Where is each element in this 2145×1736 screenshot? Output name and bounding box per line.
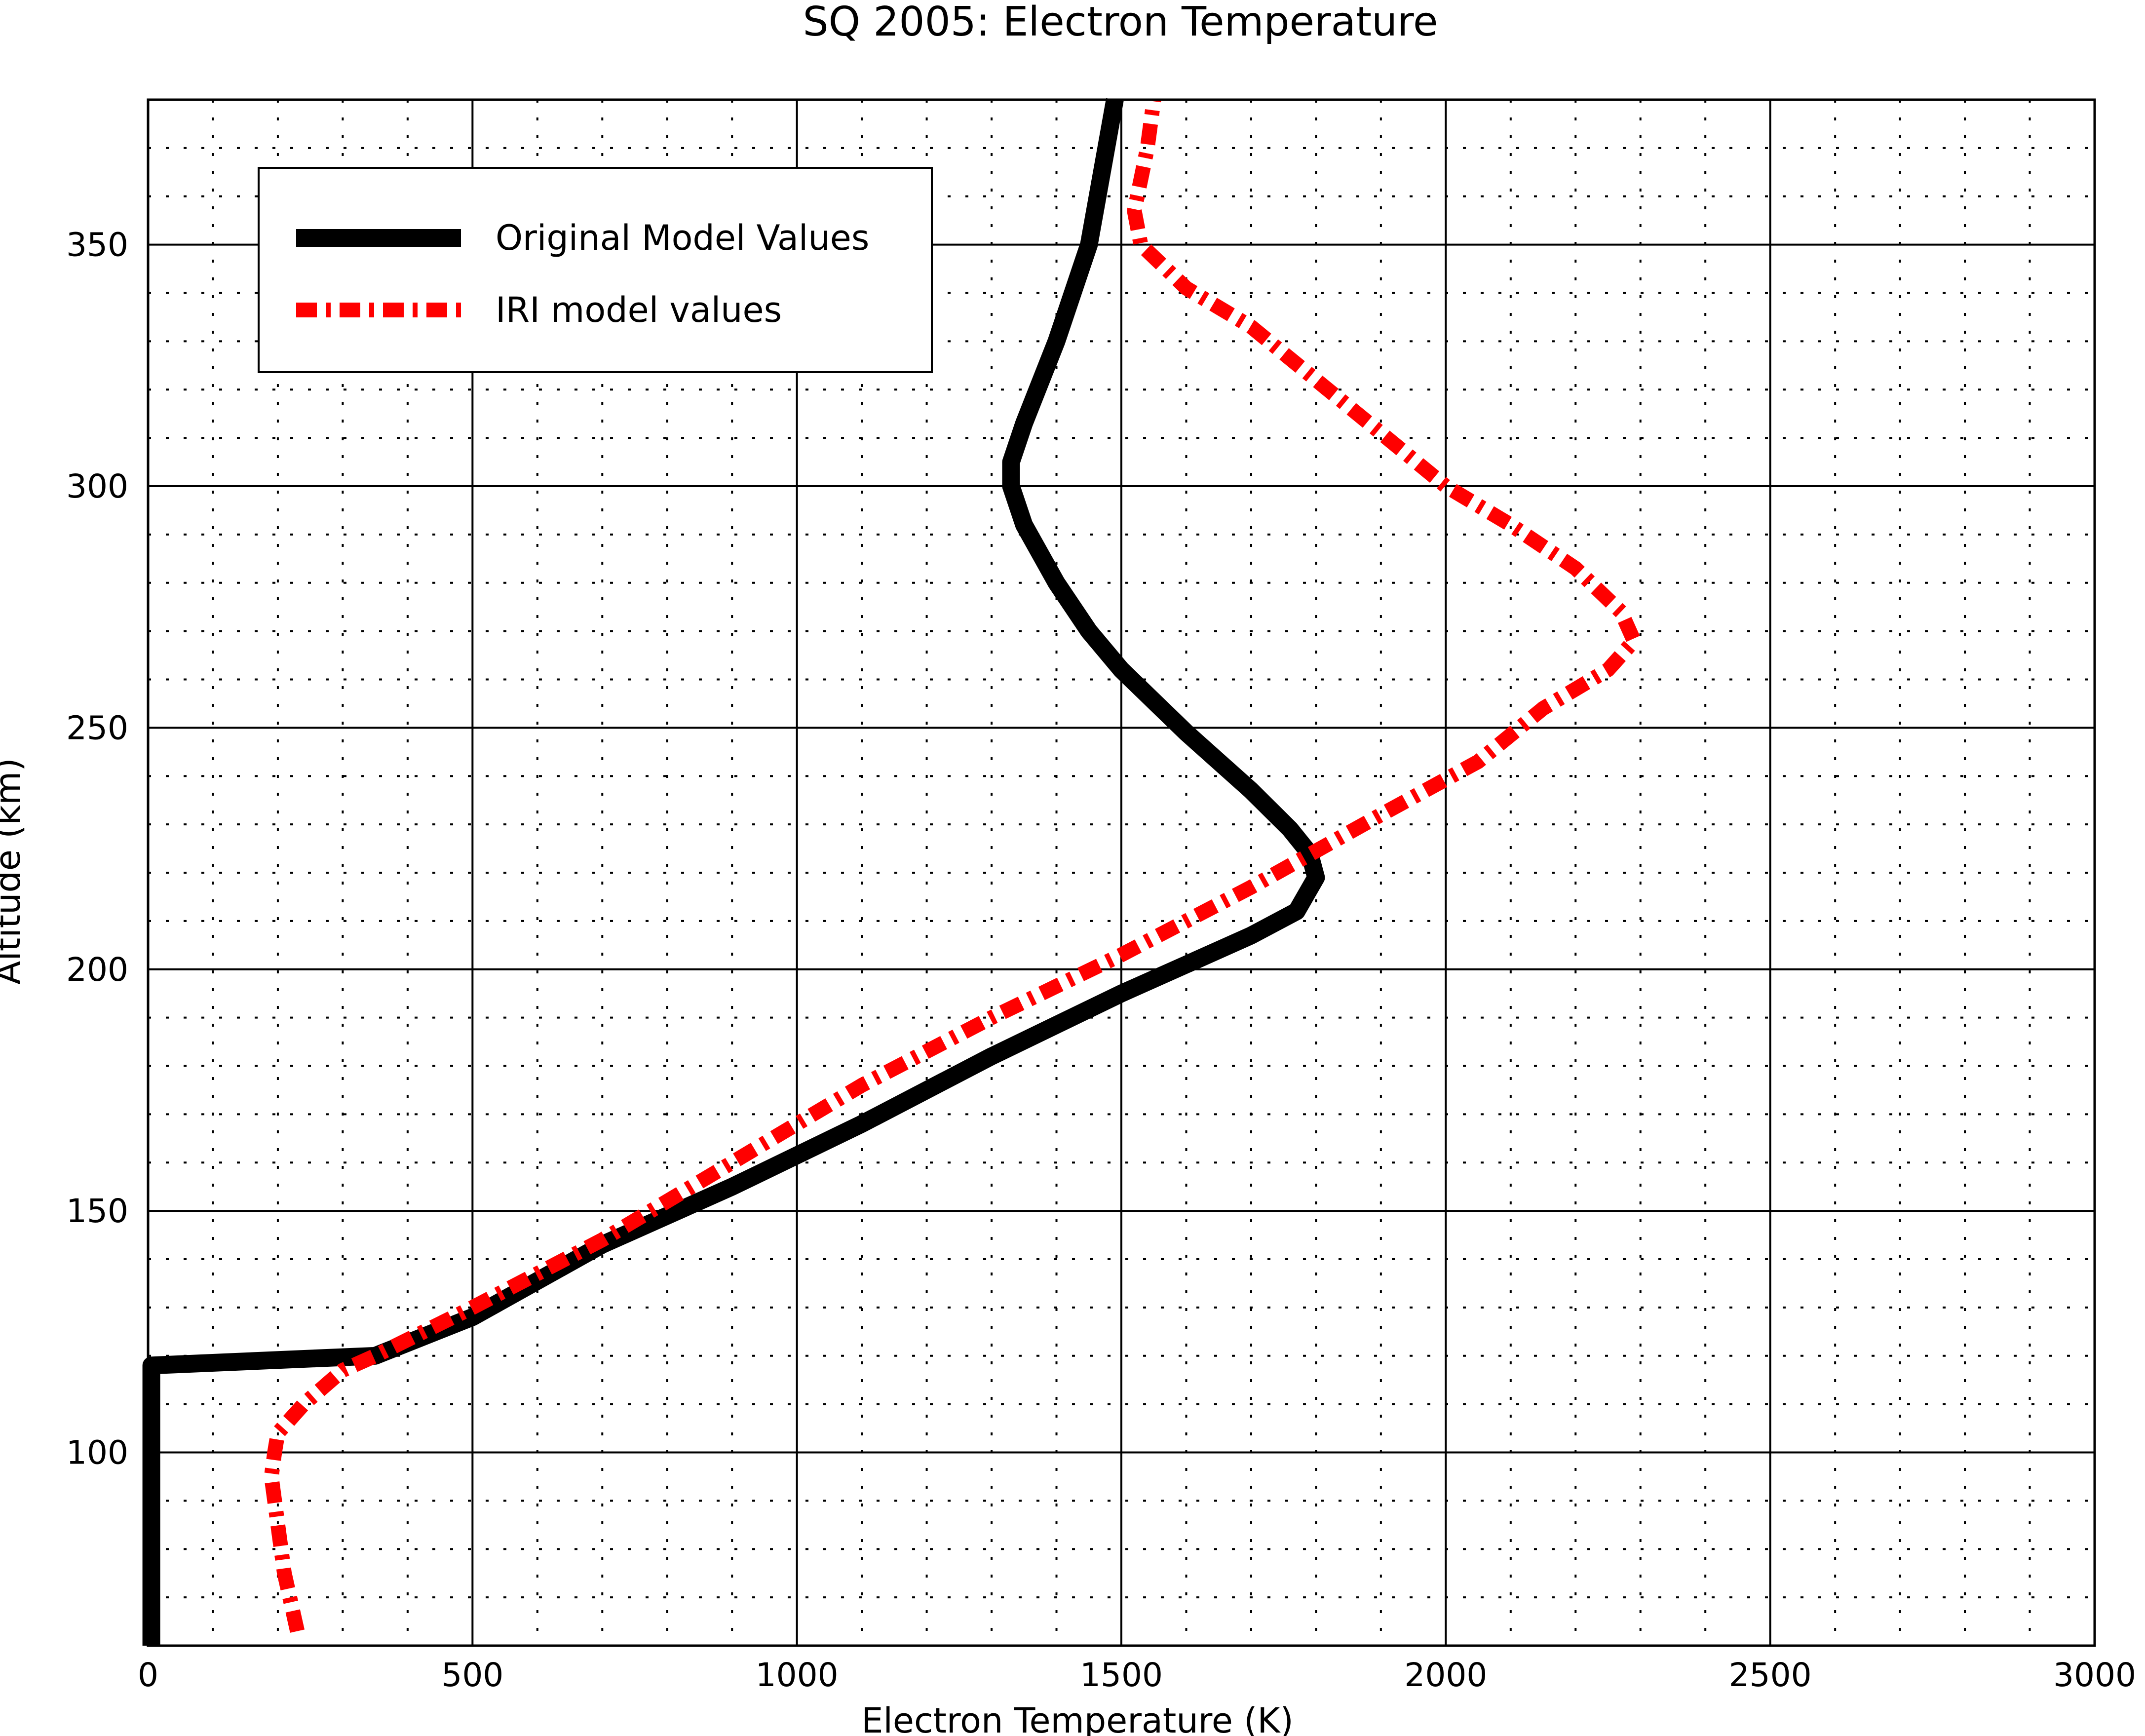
y-tick-label: 100 bbox=[66, 1434, 128, 1472]
y-axis-label: Altitude (km) bbox=[0, 758, 28, 984]
series-layer bbox=[142, 98, 1642, 1646]
y-tick-label: 250 bbox=[66, 709, 128, 747]
x-axis-label: Electron Temperature (K) bbox=[861, 1700, 1294, 1736]
x-tick-label: 0 bbox=[138, 1656, 158, 1694]
x-tick-label: 3000 bbox=[2053, 1656, 2136, 1694]
x-tick-label: 2500 bbox=[1729, 1656, 1812, 1694]
y-tick-label: 350 bbox=[66, 226, 128, 264]
legend-box bbox=[258, 167, 933, 373]
legend: Original Model Values IRI model values bbox=[258, 167, 933, 373]
chart-title: SQ 2005: Electron Temperature bbox=[803, 0, 1438, 45]
x-tick-label: 1500 bbox=[1080, 1656, 1163, 1694]
legend-label-original: Original Model Values bbox=[496, 218, 869, 258]
series-line-original bbox=[142, 98, 1325, 1646]
y-tick-label: 200 bbox=[66, 951, 128, 989]
ticks-layer: 0 500 1000 1500 2000 2500 3000 100 150 200 250 300 3… bbox=[66, 226, 2136, 1694]
plot-area-frame bbox=[147, 98, 2096, 1647]
y-tick-label: 300 bbox=[66, 467, 128, 505]
x-tick-label: 2000 bbox=[1404, 1656, 1487, 1694]
x-tick-label: 500 bbox=[441, 1656, 503, 1694]
x-tick-label: 1000 bbox=[756, 1656, 839, 1694]
y-tick-label: 150 bbox=[66, 1192, 128, 1230]
legend-label-iri: IRI model values bbox=[496, 290, 782, 330]
